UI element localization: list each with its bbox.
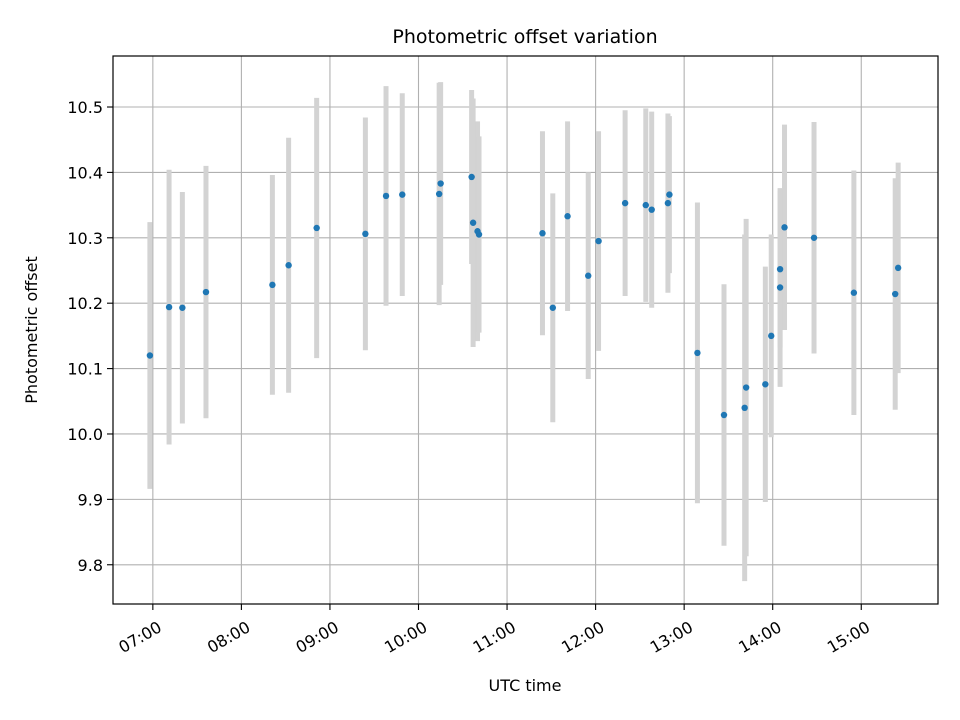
data-point	[165, 303, 173, 311]
data-points	[146, 173, 902, 419]
data-point	[285, 262, 292, 269]
data-point	[621, 199, 629, 207]
data-point	[549, 304, 557, 311]
data-point	[781, 224, 788, 231]
data-point	[146, 352, 154, 359]
y-tick-label: 9.9	[78, 490, 103, 509]
data-point	[776, 284, 784, 291]
data-point	[720, 411, 728, 419]
data-point	[762, 381, 769, 388]
data-point	[362, 230, 369, 238]
data-point	[269, 281, 276, 289]
y-tick-label: 10.4	[67, 163, 103, 182]
data-point	[202, 288, 210, 296]
data-point	[648, 206, 655, 213]
data-point	[850, 289, 858, 296]
data-point	[435, 190, 443, 198]
data-point	[437, 180, 444, 187]
y-tick-label: 10.2	[67, 294, 103, 313]
y-tick-label: 9.8	[78, 556, 103, 575]
data-point	[776, 265, 784, 273]
data-point	[810, 234, 818, 241]
data-point	[399, 191, 406, 198]
data-point	[539, 230, 546, 237]
data-point	[666, 191, 673, 198]
data-point	[892, 290, 899, 298]
data-point	[664, 199, 672, 207]
grid	[113, 56, 938, 604]
data-point	[475, 231, 483, 238]
y-axis-label: Photometric offset	[22, 256, 41, 404]
y-tick-label: 10.1	[67, 360, 103, 379]
y-tick-label: 10.5	[67, 98, 103, 117]
data-point	[595, 237, 602, 245]
data-point	[742, 384, 750, 391]
data-point	[179, 304, 186, 311]
x-axis-label: UTC time	[489, 676, 562, 695]
data-point	[894, 264, 902, 272]
y-tick-label: 10.3	[67, 229, 103, 248]
data-point	[768, 332, 775, 340]
chart-title: Photometric offset variation	[392, 26, 657, 48]
y-axis: 9.8 9.9 10.0 10.1 10.2 10.3 10.4 10.5	[67, 98, 113, 575]
data-point	[313, 224, 320, 232]
data-point	[694, 349, 701, 357]
data-point	[382, 192, 390, 200]
plot-frame	[112, 55, 939, 605]
data-point	[469, 219, 477, 226]
data-point	[642, 201, 649, 209]
data-point	[564, 213, 571, 220]
y-tick-label: 10.0	[67, 425, 103, 444]
data-point	[585, 272, 592, 279]
data-point	[468, 173, 475, 181]
data-point	[741, 404, 748, 412]
